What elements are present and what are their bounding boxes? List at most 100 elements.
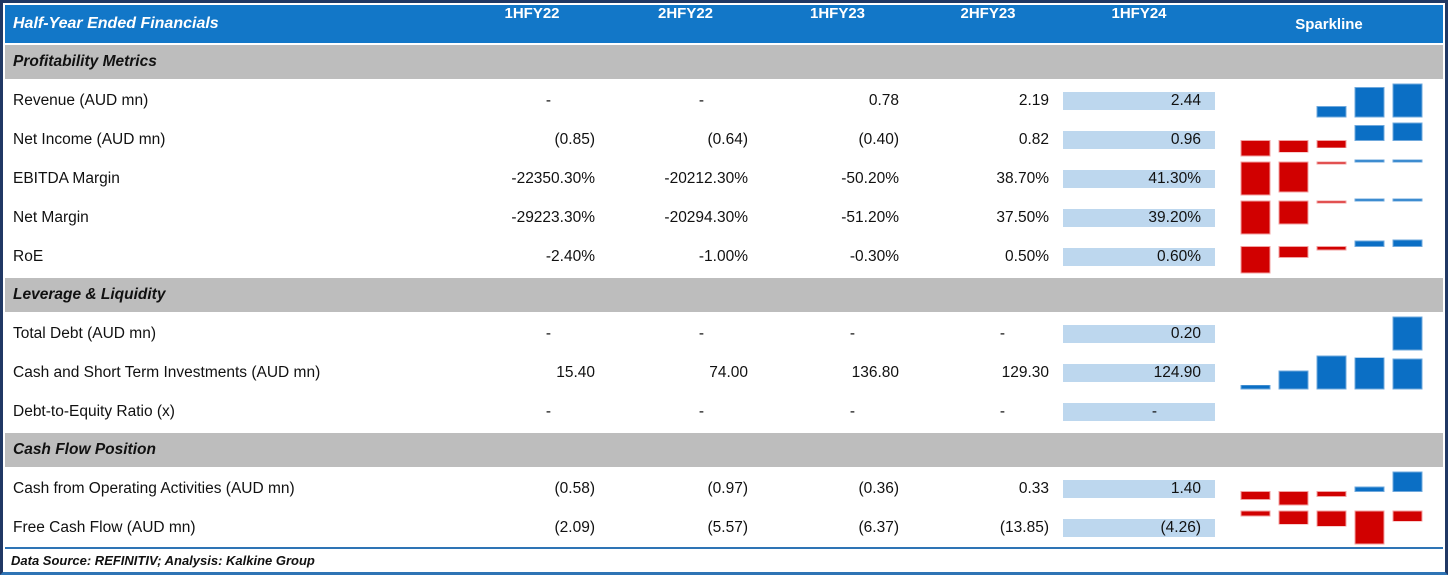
value-cell-1hfy22: - (545, 324, 551, 342)
value-cell-1hfy23: -0.30% (849, 247, 899, 265)
value-cell-1hfy23: (0.40) (858, 130, 900, 148)
table-row: Net Margin -29223.30% -20294.30% -51.20% 37.… (5, 198, 1443, 237)
sparkline-cell (1215, 198, 1443, 237)
value-cell-1hfy23: -50.20% (841, 169, 899, 187)
value-cell-1hfy23: (0.36) (858, 479, 900, 497)
value-cell-1hfy22: -2.40% (545, 247, 595, 265)
value-cell-2hfy23: 129.30 (1001, 363, 1049, 381)
column-header-2hfy22: 2HFY22 (657, 4, 714, 22)
table-row: Total Debt (AUD mn) - - - - 0.20 (5, 314, 1443, 353)
value-cell-1hfy22: -22350.30% (511, 169, 595, 187)
metric-label: Cash and Short Term Investments (AUD mn) (13, 363, 321, 381)
value-cell-2hfy23: (13.85) (999, 518, 1049, 536)
sparkline-chart (1215, 392, 1443, 431)
table-row: EBITDA Margin -22350.30% -20212.30% -50.20%… (5, 159, 1443, 198)
value-cell-1hfy22: 15.40 (556, 363, 595, 381)
metric-label: Net Margin (13, 208, 89, 226)
metric-label: EBITDA Margin (13, 169, 120, 187)
value-cell-1hfy23: - (849, 402, 855, 420)
value-cell-2hfy22: - (698, 91, 704, 109)
value-cell-2hfy23: - (999, 402, 1005, 420)
value-cell-2hfy23: 37.50% (996, 208, 1049, 226)
value-cell-2hfy23: - (999, 324, 1005, 342)
section-title: Profitability Metrics (13, 53, 157, 70)
sparkline-chart (1240, 471, 1423, 506)
table-row: RoE -2.40% -1.00% -0.30% 0.50% 0.60% (5, 237, 1443, 276)
sparkline-chart (1240, 198, 1423, 235)
metric-label: Free Cash Flow (AUD mn) (13, 518, 196, 536)
footer: Data Source: REFINITIV; Analysis: Kalkin… (5, 547, 1443, 572)
value-cell-1hfy22: (0.85) (554, 130, 596, 148)
section-header: Profitability Metrics (5, 43, 1443, 81)
value-cell-1hfy23: - (849, 324, 855, 342)
sparkline-chart (1240, 510, 1423, 545)
sparkline-chart (1240, 355, 1423, 390)
section-header: Cash Flow Position (5, 431, 1443, 469)
metric-label: Revenue (AUD mn) (13, 91, 149, 109)
value-cell-2hfy23: 0.33 (1018, 479, 1049, 497)
table-row: Cash from Operating Activities (AUD mn) (… (5, 469, 1443, 508)
table-row: Debt-to-Equity Ratio (x) - - - - - (5, 392, 1443, 431)
data-source-note: Data Source: REFINITIV; Analysis: Kalkin… (11, 553, 315, 568)
column-header-1hfy24: 1HFY24 (1111, 4, 1167, 22)
sparkline-chart (1316, 83, 1423, 118)
value-cell-2hfy23: 38.70% (996, 169, 1049, 187)
value-cell-1hfy23: 136.80 (851, 363, 899, 381)
table-row: Net Income (AUD mn) (0.85) (0.64) (0.40) 0.8… (5, 120, 1443, 159)
value-cell-1hfy22: - (545, 402, 551, 420)
column-header-1hfy22: 1HFY22 (504, 4, 560, 22)
value-cell-1hfy24: 1.40 (1063, 479, 1215, 498)
sparkline-cell (1215, 353, 1443, 392)
column-header-1hfy23: 1HFY23 (809, 4, 866, 22)
sparkline-cell (1215, 469, 1443, 508)
sparkline-cell (1215, 508, 1443, 547)
value-cell-2hfy22: -20212.30% (664, 169, 748, 187)
value-cell-2hfy22: (0.97) (707, 479, 749, 497)
value-cell-1hfy22: -29223.30% (511, 208, 595, 226)
metric-label: Debt-to-Equity Ratio (x) (13, 402, 175, 420)
value-cell-2hfy23: 0.50% (1005, 247, 1049, 265)
value-cell-1hfy22: (0.58) (554, 479, 596, 497)
value-cell-1hfy24: 41.30% (1063, 169, 1215, 188)
value-cell-1hfy22: (2.09) (554, 518, 596, 536)
column-header-sparkline: Sparkline (1295, 15, 1363, 33)
value-cell-1hfy24: 0.20 (1063, 324, 1215, 343)
sparkline-chart (1240, 159, 1423, 196)
metric-label: Cash from Operating Activities (AUD mn) (13, 479, 295, 497)
value-cell-2hfy22: - (698, 324, 704, 342)
value-cell-1hfy23: -51.20% (841, 208, 899, 226)
value-cell-2hfy23: 2.19 (1018, 91, 1049, 109)
section-header: Leverage & Liquidity (5, 276, 1443, 314)
metric-label: Total Debt (AUD mn) (13, 324, 156, 342)
value-cell-1hfy24: 124.90 (1063, 363, 1215, 382)
value-cell-2hfy22: 74.00 (709, 363, 748, 381)
value-cell-2hfy22: (5.57) (707, 518, 749, 536)
sparkline-chart (1392, 316, 1423, 351)
value-cell-1hfy23: (6.37) (858, 518, 900, 536)
metric-label: RoE (13, 247, 44, 265)
table-header-row: Half-Year Ended Financials 1HFY22 2HFY22 1… (5, 5, 1443, 43)
sparkline-cell (1215, 120, 1443, 159)
table-row: Cash and Short Term Investments (AUD mn)… (5, 353, 1443, 392)
sparkline-cell (1215, 81, 1443, 120)
section-title: Leverage & Liquidity (13, 286, 166, 303)
value-cell-1hfy22: - (545, 91, 551, 109)
table-row: Free Cash Flow (AUD mn) (2.09) (5.57) (6.37… (5, 508, 1443, 547)
table-title: Half-Year Ended Financials (13, 15, 219, 32)
value-cell-1hfy24: 0.60% (1063, 247, 1215, 266)
value-cell-2hfy22: -1.00% (698, 247, 748, 265)
sparkline-chart (1240, 239, 1423, 274)
section-title: Cash Flow Position (13, 441, 156, 458)
sparkline-cell (1215, 159, 1443, 198)
sparkline-cell (1215, 237, 1443, 276)
value-cell-2hfy23: 0.82 (1018, 130, 1049, 148)
value-cell-1hfy24: (4.26) (1063, 518, 1215, 537)
sparkline-cell (1215, 392, 1443, 431)
value-cell-1hfy24: 39.20% (1063, 208, 1215, 227)
sparkline-cell (1215, 314, 1443, 353)
table-row: Revenue (AUD mn) - - 0.78 2.19 2.44 (5, 81, 1443, 120)
value-cell-2hfy22: - (698, 402, 704, 420)
value-cell-1hfy23: 0.78 (868, 91, 899, 109)
value-cell-1hfy24: 2.44 (1063, 91, 1215, 110)
